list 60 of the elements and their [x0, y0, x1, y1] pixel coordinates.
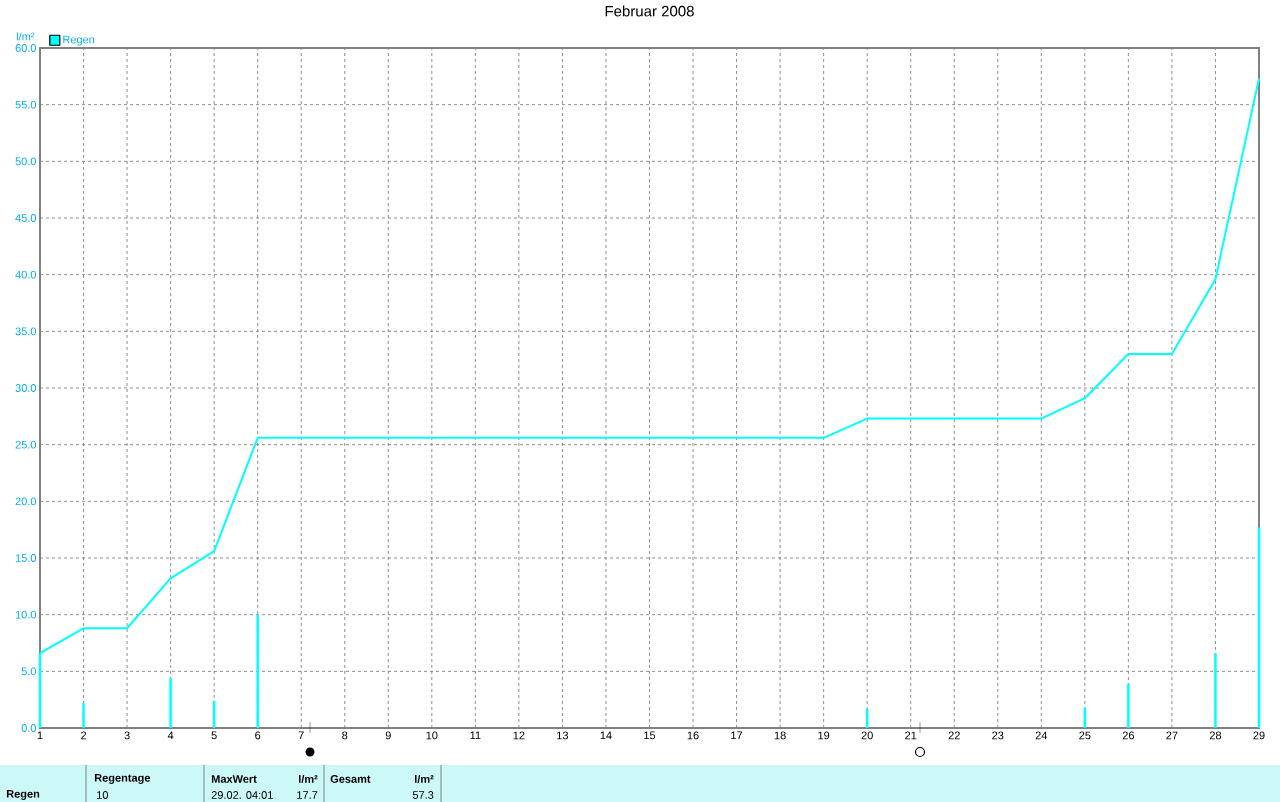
bar	[1127, 683, 1130, 728]
y-tick-label: 55.0	[15, 100, 37, 109]
y-tick-label: 30.0	[15, 384, 37, 392]
x-tick-label: 6	[255, 731, 261, 740]
x-tick-label: 23	[992, 731, 1004, 740]
x-tick-label: 10	[426, 731, 438, 740]
y-tick-label: 50.0	[15, 157, 37, 166]
y-tick-label: 25.0	[15, 440, 37, 449]
y-tick-label: 20.0	[15, 497, 37, 506]
x-tick-label: 3	[124, 731, 130, 740]
text: 10	[97, 791, 108, 799]
x-tick-label: 24	[1035, 731, 1048, 740]
text: Regen	[6, 790, 40, 800]
bar	[256, 614, 259, 728]
x-tick-label: 5	[211, 731, 217, 740]
bar	[82, 703, 85, 728]
bar	[169, 678, 172, 728]
x-tick-label: 18	[774, 731, 786, 740]
x-tick-label: 26	[1122, 731, 1134, 740]
x-tick-label: 22	[948, 731, 960, 740]
x-tick-label: 25	[1079, 731, 1091, 740]
bar	[1214, 653, 1217, 728]
text: 29.02. 04:01	[211, 791, 273, 799]
y-tick-label: 60.0	[15, 44, 37, 52]
x-tick-label: 2	[81, 731, 87, 740]
y-tick-label: 5.0	[21, 667, 37, 676]
text: MaxWert	[211, 775, 257, 783]
x-tick-label: 16	[687, 731, 699, 740]
x-tick-label: 29	[1253, 731, 1265, 740]
y-axis-title: l/m²	[16, 32, 35, 41]
text: 17.7	[297, 791, 318, 799]
y-tick-label: 0.0	[21, 724, 37, 732]
x-tick-label: 1	[37, 731, 43, 740]
chart-title: Februar 2008	[605, 5, 694, 17]
x-tick-label: 13	[557, 731, 569, 740]
x-tick-label: 4	[167, 731, 174, 740]
text: l/m²	[299, 774, 318, 784]
y-tick-label: 15.0	[15, 554, 37, 562]
y-tick-label: 35.0	[15, 327, 37, 336]
x-tick-label: 17	[731, 731, 743, 740]
x-tick-label: 11	[470, 731, 481, 740]
y-tick-label: 40.0	[15, 270, 37, 279]
x-tick-label: 19	[818, 731, 830, 740]
y-tick-label: 10.0	[15, 610, 37, 619]
x-tick-label: 14	[600, 731, 612, 740]
x-tick-label: 20	[861, 731, 873, 740]
text: Regentage	[94, 774, 151, 784]
text: l/m²	[415, 774, 434, 784]
y-tick-label: 45.0	[15, 214, 37, 222]
text: Gesamt	[330, 775, 371, 783]
x-tick-label: 9	[385, 731, 391, 740]
legend-label: Regen	[63, 35, 95, 46]
text: 57.3	[412, 791, 434, 799]
x-tick-label: 7	[298, 731, 304, 740]
x-tick-label: 8	[342, 731, 348, 740]
x-tick-label: 27	[1166, 731, 1178, 740]
x-tick-label: 15	[644, 731, 656, 740]
x-tick-label: 28	[1209, 731, 1222, 740]
x-tick-label: 21	[905, 731, 917, 740]
x-tick-label: 12	[513, 731, 525, 740]
